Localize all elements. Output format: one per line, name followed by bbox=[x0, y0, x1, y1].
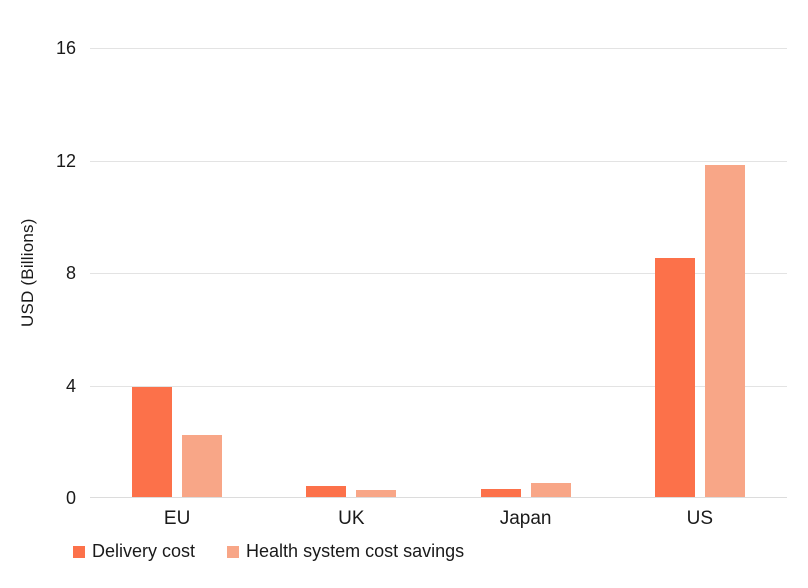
bar-eu-health-savings bbox=[182, 435, 223, 497]
y-tick-label-8: 8 bbox=[65, 263, 76, 283]
gridline-4 bbox=[90, 385, 787, 387]
bar-us-delivery-cost bbox=[654, 257, 695, 497]
bar-japan-delivery-cost bbox=[480, 488, 521, 497]
legend-item-delivery-cost: Delivery cost bbox=[73, 541, 195, 562]
legend-swatch-icon bbox=[227, 545, 240, 558]
x-axis-label-eu: EU bbox=[163, 508, 191, 529]
y-tick-label-12: 12 bbox=[55, 150, 76, 171]
bar-uk-health-savings bbox=[356, 489, 397, 497]
bar-uk-delivery-cost bbox=[306, 485, 347, 497]
gridline-16 bbox=[90, 48, 787, 49]
plot-area: 0 4 8 12 16 bbox=[56, 38, 787, 508]
x-axis-label-us: US bbox=[686, 508, 714, 529]
bar-eu-delivery-cost bbox=[132, 387, 173, 497]
y-axis-title: USD (Billions) bbox=[18, 218, 37, 328]
gridline-12 bbox=[90, 160, 787, 162]
x-axis-label-uk: UK bbox=[338, 508, 365, 529]
bar-japan-health-savings bbox=[530, 482, 571, 497]
legend-label: Health system cost savings bbox=[246, 541, 465, 561]
gridline-8 bbox=[90, 273, 787, 274]
x-axis-labels: EU UK Japan US bbox=[90, 508, 787, 534]
legend-item-health-savings: Health system cost savings bbox=[227, 541, 464, 562]
bar-us-health-savings bbox=[704, 165, 745, 497]
x-axis-label-japan: Japan bbox=[499, 508, 552, 529]
legend: Delivery cost Health system cost savings bbox=[73, 541, 464, 562]
legend-label: Delivery cost bbox=[92, 541, 196, 561]
y-tick-label-4: 4 bbox=[65, 375, 76, 396]
legend-swatch-icon bbox=[73, 545, 85, 558]
x-axis-line bbox=[90, 497, 787, 498]
y-tick-label-16: 16 bbox=[55, 38, 76, 58]
y-tick-label-0: 0 bbox=[65, 488, 76, 508]
